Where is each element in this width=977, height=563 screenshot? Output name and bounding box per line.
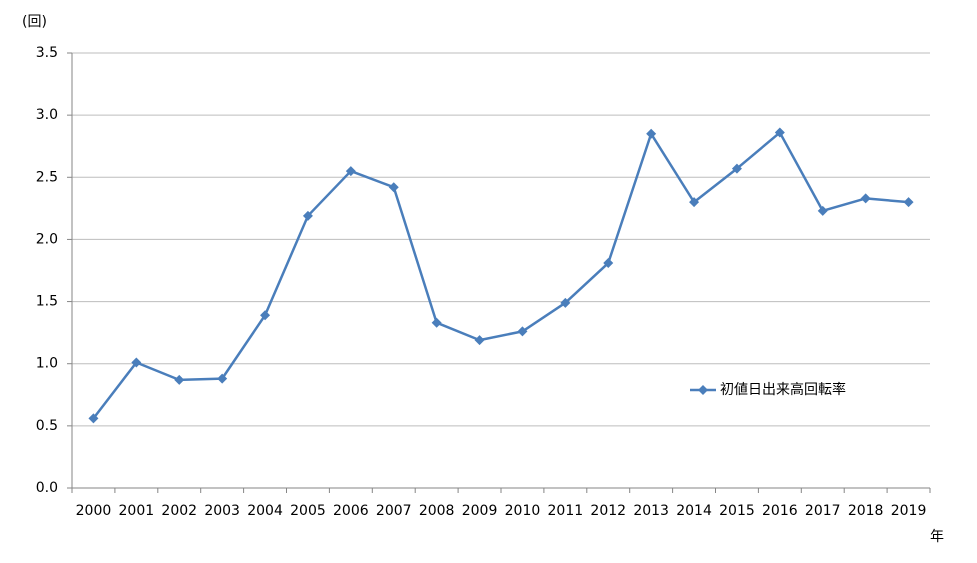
- y-tick-label: 1.5: [36, 294, 58, 310]
- marker: [431, 317, 442, 328]
- x-tick-label: 2012: [590, 503, 626, 519]
- legend-label: 初値日出来高回転率: [720, 381, 846, 398]
- x-tick-label: 2005: [290, 503, 326, 519]
- marker: [603, 258, 614, 269]
- y-tick-label: 2.0: [36, 231, 58, 247]
- marker: [302, 210, 313, 221]
- marker: [817, 205, 828, 216]
- marker: [388, 182, 399, 193]
- x-tick-label: 2001: [119, 503, 155, 519]
- x-axis-label: 年: [930, 529, 944, 545]
- marker: [88, 413, 99, 424]
- y-tick-label: 2.5: [36, 169, 58, 185]
- x-tick-label: 2017: [805, 503, 841, 519]
- y-tick-label: 0.5: [36, 418, 58, 434]
- x-tick-label: 2014: [676, 503, 712, 519]
- y-tick-label: 0.0: [36, 480, 58, 496]
- x-tick-label: 2015: [719, 503, 755, 519]
- x-tick-label: 2002: [161, 503, 197, 519]
- x-tick-label: 2008: [419, 503, 455, 519]
- y-tick-label: 3.0: [36, 107, 58, 123]
- x-tick-label: 2016: [762, 503, 798, 519]
- x-tick-label: 2006: [333, 503, 369, 519]
- marker: [646, 128, 657, 139]
- marker: [260, 310, 271, 321]
- y-tick-label: 3.5: [36, 45, 58, 61]
- x-tick-label: 2013: [633, 503, 669, 519]
- x-tick-label: 2007: [376, 503, 412, 519]
- x-tick-label: 2009: [462, 503, 498, 519]
- x-tick-label: 2019: [891, 503, 927, 519]
- x-tick-label: 2000: [76, 503, 112, 519]
- marker: [774, 127, 785, 138]
- marker: [345, 166, 356, 177]
- marker: [174, 374, 185, 385]
- marker: [731, 163, 742, 174]
- marker: [860, 193, 871, 204]
- x-tick-label: 2004: [247, 503, 283, 519]
- marker: [560, 297, 571, 308]
- line: [92, 131, 909, 420]
- x-tick-label: 2018: [848, 503, 884, 519]
- y-tick-label: 1.0: [36, 356, 58, 372]
- marker: [474, 335, 485, 346]
- marker: [131, 357, 142, 368]
- marker: [217, 373, 228, 384]
- legend-marker: [698, 385, 708, 395]
- x-tick-label: 2003: [204, 503, 240, 519]
- marker: [689, 197, 700, 208]
- y-axis-label: (回): [22, 14, 47, 30]
- x-tick-label: 2011: [548, 503, 584, 519]
- x-tick-label: 2010: [505, 503, 541, 519]
- marker: [903, 197, 914, 208]
- marker: [517, 326, 528, 337]
